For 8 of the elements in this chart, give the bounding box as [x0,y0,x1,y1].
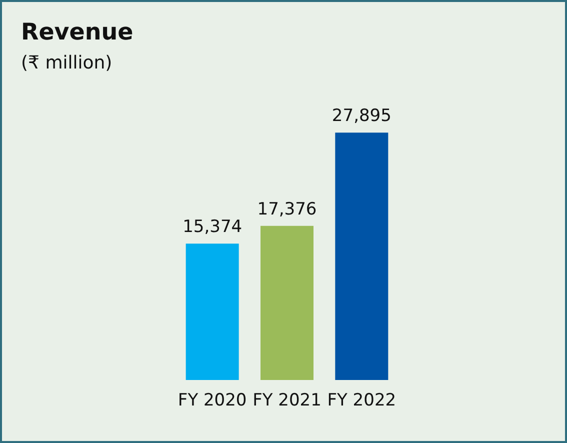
chart-title: Revenue [21,20,134,46]
data-label: 27,895 [332,106,392,126]
x-tick-label: FY 2021 [252,390,322,410]
x-tick-label: FY 2022 [327,390,396,410]
data-label: 17,376 [257,199,317,220]
data-label: 15,374 [182,217,242,238]
x-tick-label: FY 2020 [178,390,247,410]
chart-subtitle: (₹ million) [21,52,112,74]
